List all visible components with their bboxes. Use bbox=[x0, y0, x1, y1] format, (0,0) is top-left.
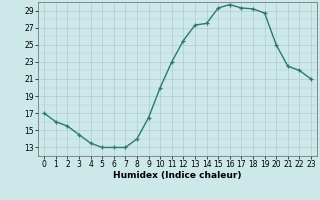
X-axis label: Humidex (Indice chaleur): Humidex (Indice chaleur) bbox=[113, 171, 242, 180]
